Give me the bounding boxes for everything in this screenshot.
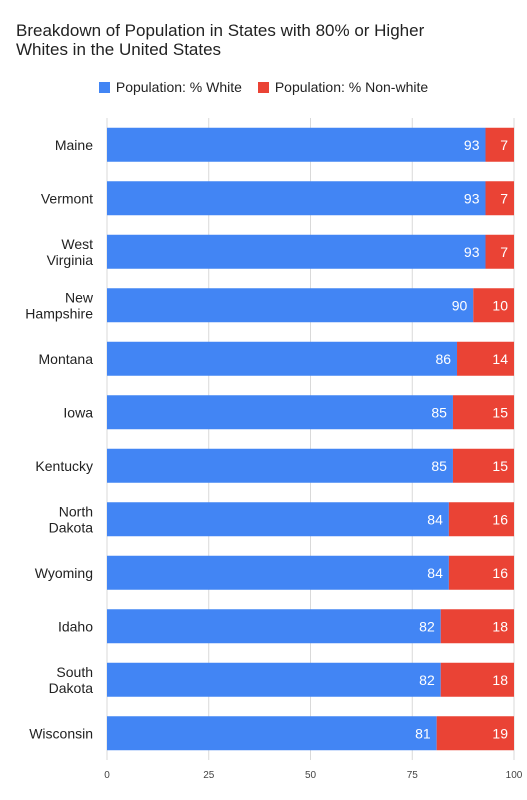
legend-swatch-non-white xyxy=(257,82,269,93)
bar-non-white-4[interactable] xyxy=(457,341,514,376)
data-label: 19 xyxy=(492,725,508,741)
data-label: 7 xyxy=(500,137,508,153)
category-label: Dakota xyxy=(49,680,94,696)
bar-non-white-7[interactable] xyxy=(448,502,514,537)
bars xyxy=(107,127,514,751)
category-label: New xyxy=(65,289,94,305)
category-label: Virginia xyxy=(47,252,94,268)
data-label: 93 xyxy=(464,190,480,206)
category-label: Hampshire xyxy=(25,305,93,321)
data-label: 15 xyxy=(492,404,508,420)
data-label: 84 xyxy=(427,565,443,581)
data-label: 90 xyxy=(452,297,468,313)
bar-non-white-9[interactable] xyxy=(440,609,514,644)
data-label: 14 xyxy=(492,351,508,367)
bar-white-7[interactable] xyxy=(107,502,449,537)
data-label: 10 xyxy=(492,297,508,313)
category-label: Vermont xyxy=(41,190,93,206)
data-label: 16 xyxy=(492,565,508,581)
chart-title-line-2: Whites in the United States xyxy=(16,40,222,59)
data-label: 18 xyxy=(492,672,508,688)
bar-non-white-3[interactable] xyxy=(473,288,514,323)
bar-white-0[interactable] xyxy=(107,127,486,162)
category-label: West xyxy=(61,236,93,252)
bar-non-white-0[interactable] xyxy=(485,127,514,162)
data-label: 82 xyxy=(419,618,435,634)
x-tick-label: 100 xyxy=(506,770,523,781)
data-label: 81 xyxy=(415,725,431,741)
bar-labels: 93 7 93 7 93 7 90 10 86 14 85 15 85 15 84 16 84 16 82 18 82 1… xyxy=(415,137,508,742)
x-axis-ticks: 0 25 50 75 100 xyxy=(104,770,523,781)
category-label: Maine xyxy=(55,137,93,153)
data-label: 15 xyxy=(492,458,508,474)
bar-white-4[interactable] xyxy=(107,341,458,376)
legend-swatch-white xyxy=(98,82,110,93)
bar-non-white-5[interactable] xyxy=(452,395,514,430)
category-label: Idaho xyxy=(58,618,93,634)
category-label: Wyoming xyxy=(35,565,93,581)
bar-non-white-6[interactable] xyxy=(452,448,514,483)
bar-white-5[interactable] xyxy=(107,395,453,430)
bar-non-white-8[interactable] xyxy=(448,555,514,590)
bar-white-6[interactable] xyxy=(107,448,453,483)
category-label: Montana xyxy=(39,351,94,367)
x-tick-label: 50 xyxy=(305,770,317,781)
bar-white-10[interactable] xyxy=(107,662,441,697)
category-label: North xyxy=(59,503,93,519)
data-label: 16 xyxy=(492,511,508,527)
legend-label-white: Population: % White xyxy=(115,79,242,95)
x-tick-label: 0 xyxy=(104,770,110,781)
bar-white-2[interactable] xyxy=(107,234,486,269)
data-label: 7 xyxy=(500,244,508,260)
data-label: 93 xyxy=(464,244,480,260)
category-label: Kentucky xyxy=(35,458,93,474)
chart-title: Breakdown of Population in States with 8… xyxy=(16,21,516,59)
bar-white-3[interactable] xyxy=(107,288,474,323)
bar-white-8[interactable] xyxy=(107,555,449,590)
bar-non-white-1[interactable] xyxy=(485,181,514,216)
category-label: Iowa xyxy=(63,404,93,420)
bar-white-11[interactable] xyxy=(107,716,437,751)
data-label: 84 xyxy=(427,511,443,527)
data-label: 82 xyxy=(419,672,435,688)
legend: Population: % White Population: % Non-wh… xyxy=(0,79,527,95)
bar-non-white-10[interactable] xyxy=(440,662,514,697)
data-label: 85 xyxy=(431,404,447,420)
category-label: Wisconsin xyxy=(29,725,93,741)
data-label: 85 xyxy=(431,458,447,474)
legend-item-non-white[interactable]: Population: % Non-white xyxy=(257,79,429,95)
category-label: South xyxy=(56,664,93,680)
chart-title-line-1: Breakdown of Population in States with 8… xyxy=(16,21,425,40)
bar-non-white-11[interactable] xyxy=(436,716,514,751)
x-tick-label: 25 xyxy=(203,770,215,781)
gridlines xyxy=(106,118,515,760)
x-tick-label: 75 xyxy=(407,770,419,781)
data-label: 86 xyxy=(435,351,451,367)
category-label: Dakota xyxy=(49,519,94,535)
bar-white-9[interactable] xyxy=(107,609,441,644)
bar-white-1[interactable] xyxy=(107,181,486,216)
data-label: 18 xyxy=(492,618,508,634)
legend-item-white[interactable]: Population: % White xyxy=(98,79,242,95)
bar-non-white-2[interactable] xyxy=(485,234,514,269)
data-label: 93 xyxy=(464,137,480,153)
data-label: 7 xyxy=(500,190,508,206)
legend-label-non-white: Population: % Non-white xyxy=(274,79,429,95)
